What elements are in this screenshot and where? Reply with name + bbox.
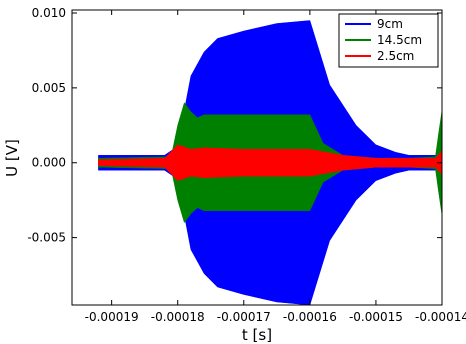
y-tick-label: 0.000: [32, 156, 66, 170]
x-axis-label: t [s]: [242, 326, 272, 344]
x-axis: -0.00019 -0.00018 -0.00017 -0.00016 -0.00015…: [85, 10, 466, 324]
x-tick-label: -0.00016: [283, 310, 337, 324]
series-layer: [98, 20, 443, 306]
x-tick-label: -0.00019: [85, 310, 139, 324]
y-axis: 0.010 0.005 0.000 -0.005: [27, 6, 442, 245]
x-tick-label: -0.00018: [151, 310, 205, 324]
legend-label: 9cm: [377, 17, 403, 31]
x-tick-label: -0.00015: [349, 310, 403, 324]
y-tick-label: 0.010: [32, 6, 66, 20]
legend-label: 14.5cm: [377, 33, 422, 47]
legend: 9cm 14.5cm 2.5cm: [338, 13, 439, 68]
y-tick-label: 0.005: [32, 81, 66, 95]
y-tick-label: -0.005: [27, 231, 66, 245]
x-tick-label: -0.00017: [217, 310, 271, 324]
legend-label: 2.5cm: [377, 49, 414, 63]
x-tick-label: -0.00014: [415, 310, 466, 324]
y-axis-label: U [V]: [3, 139, 21, 177]
plot-frame: [71, 9, 443, 306]
